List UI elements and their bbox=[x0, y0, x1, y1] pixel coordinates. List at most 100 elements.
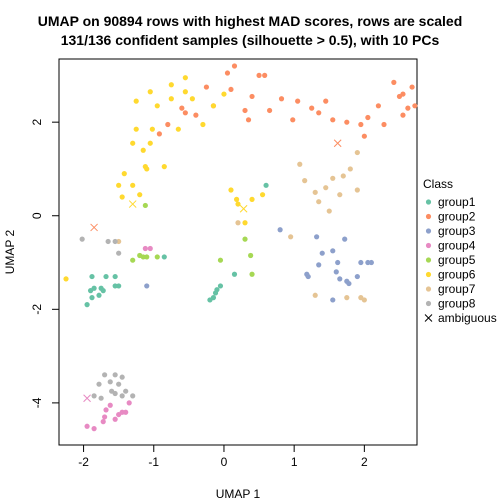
point-group6 bbox=[168, 82, 174, 88]
legend-label: group4 bbox=[438, 239, 476, 253]
legend-item-group5: group5 bbox=[425, 253, 476, 267]
point-group7 bbox=[235, 220, 241, 226]
point-group8 bbox=[112, 238, 118, 245]
point-ambiguous bbox=[239, 204, 248, 213]
point-group3 bbox=[354, 273, 360, 280]
point-group6 bbox=[147, 89, 153, 95]
point-group8 bbox=[79, 236, 85, 242]
point-group3 bbox=[342, 236, 348, 242]
point-group2 bbox=[365, 114, 371, 121]
point-group6 bbox=[200, 121, 206, 128]
point-group7 bbox=[316, 199, 322, 205]
legend-label: group3 bbox=[438, 224, 476, 238]
point-group2 bbox=[323, 98, 329, 104]
point-group1 bbox=[231, 271, 238, 277]
point-group2 bbox=[224, 70, 231, 76]
y-axis: -4 -2 0 2 bbox=[30, 119, 60, 408]
legend-item-group8: group8 bbox=[425, 297, 476, 311]
point-group3 bbox=[337, 276, 343, 282]
point-group1 bbox=[161, 254, 167, 260]
point-group6 bbox=[249, 196, 255, 202]
point-group2 bbox=[165, 121, 171, 128]
point-group6 bbox=[242, 220, 248, 226]
x-axis: -2 -1 0 1 2 bbox=[78, 444, 368, 469]
point-group7 bbox=[354, 187, 360, 193]
point-group2 bbox=[245, 117, 252, 123]
point-group2 bbox=[381, 121, 387, 128]
point-group6 bbox=[235, 201, 241, 207]
point-group2 bbox=[179, 105, 185, 111]
point-ambiguous bbox=[83, 394, 91, 403]
point-group5 bbox=[217, 257, 224, 263]
point-group8 bbox=[123, 388, 129, 394]
point-group5 bbox=[144, 254, 150, 260]
point-group7 bbox=[347, 166, 353, 172]
point-group2 bbox=[203, 84, 210, 90]
point-group8 bbox=[119, 393, 125, 399]
y-tick-label: -2 bbox=[30, 304, 44, 315]
legend-label: group2 bbox=[438, 210, 476, 224]
chart-title-line2: 131/136 confident samples (silhouette > … bbox=[61, 32, 440, 48]
legend-swatch bbox=[425, 199, 432, 205]
legend-item-group4: group4 bbox=[425, 239, 476, 253]
point-group6 bbox=[168, 96, 174, 102]
point-group3 bbox=[368, 259, 374, 266]
point-group8 bbox=[98, 395, 104, 401]
legend-cross-icon bbox=[424, 314, 433, 322]
point-group8 bbox=[116, 381, 122, 387]
x-tick-label: -1 bbox=[148, 455, 159, 469]
point-group3 bbox=[330, 297, 336, 303]
legend-label: ambiguous bbox=[438, 311, 497, 325]
point-group2 bbox=[375, 103, 381, 109]
point-group3 bbox=[305, 273, 311, 280]
point-group2 bbox=[316, 110, 322, 116]
point-group4 bbox=[142, 245, 148, 252]
point-group2 bbox=[400, 91, 406, 97]
point-group7 bbox=[297, 161, 303, 167]
point-group6 bbox=[140, 147, 146, 153]
point-group2 bbox=[256, 72, 262, 78]
x-tick-label: -2 bbox=[78, 455, 89, 469]
point-group6 bbox=[133, 126, 139, 132]
point-group6 bbox=[116, 182, 122, 188]
point-group6 bbox=[182, 89, 188, 95]
point-ambiguous bbox=[128, 200, 137, 208]
point-group2 bbox=[358, 121, 364, 128]
point-group2 bbox=[262, 72, 268, 78]
point-group6 bbox=[119, 194, 125, 200]
point-group6 bbox=[130, 182, 136, 188]
point-group2 bbox=[330, 117, 336, 123]
point-group6 bbox=[137, 192, 143, 198]
point-group4 bbox=[123, 409, 129, 415]
point-group1 bbox=[84, 302, 90, 308]
point-group4 bbox=[91, 426, 97, 432]
point-group7 bbox=[288, 234, 294, 240]
legend-item-group1: group1 bbox=[425, 195, 476, 209]
point-group6 bbox=[121, 171, 127, 177]
point-ambiguous bbox=[90, 223, 98, 232]
point-group7 bbox=[312, 189, 318, 195]
point-group4 bbox=[126, 400, 132, 406]
point-group3 bbox=[333, 269, 339, 275]
point-group1 bbox=[103, 273, 109, 280]
legend-title: Class bbox=[423, 177, 453, 191]
point-group8 bbox=[109, 388, 115, 394]
point-group8 bbox=[130, 393, 136, 399]
legend-item-group7: group7 bbox=[425, 282, 476, 296]
point-group7 bbox=[312, 292, 318, 298]
point-group7 bbox=[340, 173, 346, 179]
point-group7 bbox=[354, 149, 360, 156]
point-group6 bbox=[161, 164, 167, 170]
point-group6 bbox=[189, 96, 195, 102]
point-group1 bbox=[263, 182, 269, 188]
point-group7 bbox=[323, 185, 329, 191]
point-group7 bbox=[337, 192, 343, 198]
point-group6 bbox=[133, 98, 139, 104]
point-group2 bbox=[409, 84, 415, 90]
y-tick-label: -4 bbox=[30, 397, 44, 408]
point-group1 bbox=[87, 288, 94, 294]
point-group8 bbox=[91, 393, 97, 399]
points-layer bbox=[63, 63, 418, 432]
point-group2 bbox=[412, 103, 418, 109]
point-group4 bbox=[103, 407, 109, 413]
